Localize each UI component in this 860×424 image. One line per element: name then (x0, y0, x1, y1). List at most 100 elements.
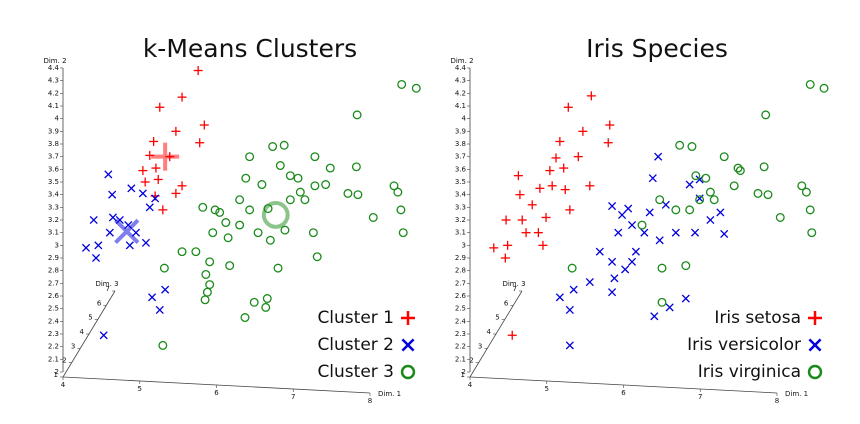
z-tick-label: 6 (97, 299, 102, 307)
point (665, 303, 674, 312)
y-tick-label: 3.2 (455, 216, 466, 224)
z-tick-label: 6 (504, 299, 509, 307)
point (94, 241, 103, 250)
marker-stroke (273, 263, 283, 273)
y-tick-label: 2.7 (48, 279, 59, 287)
y-tick-label: 2.6 (48, 292, 60, 300)
y-tick-label: 4.2 (48, 89, 59, 97)
point (681, 294, 690, 303)
point (654, 152, 663, 161)
marker-stroke (257, 180, 267, 190)
z-axis-label: Dim. 3 (95, 280, 118, 288)
y-tick-label: 2.1 (48, 355, 59, 363)
marker-stroke (761, 110, 771, 120)
point (205, 257, 215, 267)
marker-stroke (608, 288, 617, 297)
y-tick-label: 3.4 (455, 191, 467, 199)
marker-stroke (241, 173, 251, 183)
point (310, 152, 320, 162)
marker-stroke (705, 187, 715, 197)
marker-stroke (396, 205, 406, 215)
marker-stroke (610, 274, 619, 283)
point (513, 171, 523, 181)
point (198, 202, 208, 212)
marker-stroke (805, 205, 815, 215)
point (733, 163, 743, 173)
point (148, 293, 157, 302)
marker-stroke (555, 293, 564, 302)
point (285, 195, 295, 205)
point (645, 208, 654, 217)
point (191, 247, 201, 257)
marker-stroke (627, 257, 637, 266)
point (541, 212, 551, 222)
point (104, 170, 113, 179)
marker-stroke (640, 228, 649, 237)
point (308, 228, 318, 238)
marker-stroke (308, 228, 318, 238)
point (555, 136, 565, 146)
marker-stroke (650, 312, 659, 321)
y-tick-label: 2.1 (455, 355, 466, 363)
point (105, 228, 114, 237)
y-tick-label: 2.3 (48, 330, 59, 338)
point (655, 195, 665, 205)
y-tick-label: 3.9 (48, 127, 59, 135)
point (507, 330, 517, 340)
x-tick-label: 4 (468, 381, 473, 389)
point (280, 225, 290, 235)
marker-stroke (397, 79, 407, 89)
marker-stroke (675, 140, 685, 150)
point (567, 263, 577, 273)
legend-label: Cluster 1 (317, 308, 394, 328)
marker-stroke (720, 229, 729, 238)
y-tick-label: 2.4 (455, 317, 467, 325)
point (501, 215, 511, 225)
point (235, 195, 245, 205)
point (631, 247, 640, 256)
point (397, 79, 407, 89)
marker-stroke (681, 294, 690, 303)
point (300, 195, 310, 205)
marker-stroke (215, 207, 225, 217)
point (241, 173, 251, 183)
point (265, 235, 275, 245)
point (205, 280, 215, 290)
marker-stroke (91, 253, 101, 263)
marker-stroke (235, 220, 245, 230)
marker-stroke (608, 257, 617, 266)
marker-stroke (389, 181, 399, 191)
point (343, 188, 353, 198)
point (312, 252, 322, 262)
marker-stroke (567, 263, 577, 273)
point (805, 205, 815, 215)
point (521, 228, 531, 238)
marker-stroke (145, 203, 154, 212)
point (295, 187, 305, 197)
z-tick-label: 7 (106, 285, 110, 293)
point (235, 220, 245, 230)
legend-label: Cluster 3 (317, 362, 394, 382)
marker-stroke (210, 205, 220, 215)
point (720, 229, 729, 238)
point (538, 240, 548, 250)
point (661, 200, 670, 209)
point (559, 163, 569, 173)
y-tick-label: 2.8 (455, 267, 466, 275)
point (753, 188, 763, 198)
marker-stroke (735, 166, 745, 176)
point (153, 174, 163, 184)
y-tick-label: 2.7 (455, 279, 466, 287)
point (389, 181, 399, 191)
point (618, 210, 627, 219)
marker-stroke (401, 338, 415, 352)
cluster-center (261, 201, 290, 229)
y-tick-label: 3 (55, 241, 59, 249)
point (108, 190, 117, 199)
legend-label: Cluster 2 (317, 335, 394, 355)
marker-stroke (655, 195, 665, 205)
point (108, 213, 117, 222)
point (261, 302, 271, 312)
marker-stroke (235, 195, 245, 205)
